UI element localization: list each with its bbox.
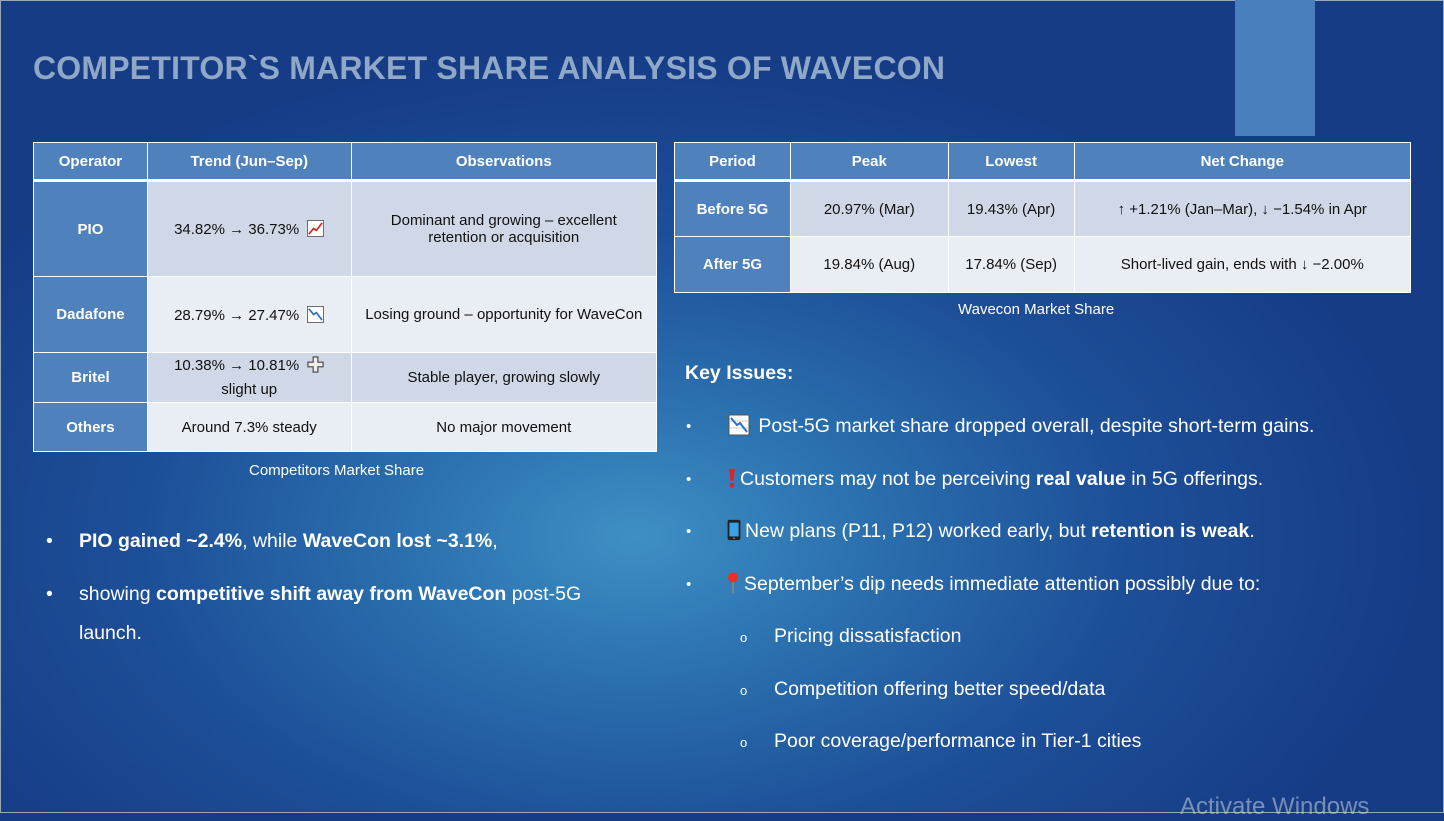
peak-cell: 20.97% (Mar) bbox=[789, 180, 949, 237]
trend-cell: 10.38% → 10.81% slight up bbox=[146, 352, 352, 403]
net-change-cell: ↑ +1.21% (Jan–Mar), ↓ −1.54% in Apr bbox=[1073, 180, 1412, 237]
wavecon-table-caption: Wavecon Market Share bbox=[958, 301, 1115, 318]
sub-issue-text: Competition offering better speed/data bbox=[774, 677, 1106, 700]
table-header-row: Operator Trend (Jun–Sep) Observations bbox=[33, 142, 658, 181]
column-header: Peak bbox=[789, 142, 949, 181]
competitors-table-caption: Competitors Market Share bbox=[249, 462, 425, 479]
bullet-dot: • bbox=[686, 523, 692, 540]
key-issues-title: Key Issues: bbox=[685, 362, 794, 384]
sub-bullet: o bbox=[740, 735, 748, 750]
operator-cell: PIO bbox=[33, 180, 148, 277]
issue-text: Customers may not be perceiving real val… bbox=[740, 467, 1264, 490]
bullet-dot: • bbox=[46, 583, 53, 605]
operator-cell: Britel bbox=[33, 352, 148, 403]
observation-cell: No major movement bbox=[350, 402, 658, 452]
observation-cell: Losing ground – opportunity for WaveCon bbox=[350, 276, 658, 353]
period-cell: After 5G bbox=[674, 236, 791, 293]
issue-text: September’s dip needs immediate attentio… bbox=[744, 572, 1261, 595]
period-cell: Before 5G bbox=[674, 180, 791, 237]
column-header: Operator bbox=[33, 142, 148, 181]
bullet-dot: • bbox=[686, 575, 692, 593]
sub-bullet: o bbox=[740, 682, 748, 698]
list-item: o Pricing dissatisfaction bbox=[686, 618, 1406, 671]
column-header: Observations bbox=[350, 142, 658, 181]
chart-decreasing-icon bbox=[728, 414, 750, 436]
trend-cell: 28.79% → 27.47% bbox=[146, 276, 352, 353]
summary-bullets: • PIO gained ~2.4%, while WaveCon lost ~… bbox=[46, 522, 646, 653]
observation-cell: Stable player, growing slowly bbox=[350, 352, 658, 403]
accent-block bbox=[1235, 0, 1315, 136]
competitors-table: Operator Trend (Jun–Sep) Observations PI… bbox=[33, 142, 658, 452]
slide-title: COMPETITOR`S MARKET SHARE ANALYSIS OF WA… bbox=[33, 50, 946, 86]
operator-cell: Others bbox=[33, 402, 148, 452]
column-header: Net Change bbox=[1073, 142, 1412, 181]
table-row: Dadafone 28.79% → 27.47% Losing ground –… bbox=[33, 276, 658, 353]
bullet-dot: • bbox=[46, 530, 53, 552]
bullet-text: PIO gained ~2.4%, while WaveCon lost ~3.… bbox=[79, 530, 498, 552]
mobile-phone-icon bbox=[727, 519, 741, 541]
plus-icon bbox=[307, 355, 324, 373]
observation-cell: Dominant and growing – excellent retenti… bbox=[350, 180, 658, 277]
table-row: Others Around 7.3% steady No major movem… bbox=[33, 402, 658, 452]
issue-text: Post-5G market share dropped overall, de… bbox=[758, 415, 1315, 437]
table-row: Britel 10.38% → 10.81% slight up Stable … bbox=[33, 352, 658, 403]
table-row: After 5G 19.84% (Aug) 17.84% (Sep) Short… bbox=[674, 236, 1412, 293]
sub-issue-text: Pricing dissatisfaction bbox=[774, 625, 962, 647]
trend-suffix: slight up bbox=[221, 380, 278, 398]
bullet-text: showing competitive shift away from Wave… bbox=[79, 583, 582, 644]
list-item: • PIO gained ~2.4%, while WaveCon lost ~… bbox=[46, 522, 646, 561]
chart-increasing-icon bbox=[307, 220, 325, 237]
table-row: PIO 34.82% → 36.73% Dominant and growing… bbox=[33, 180, 658, 277]
list-item: • Customers may not be perceiving real v… bbox=[686, 461, 1406, 514]
table-row: Before 5G 20.97% (Mar) 19.43% (Apr) ↑ +1… bbox=[674, 180, 1412, 237]
sub-bullet: o bbox=[740, 630, 748, 645]
table-header-row: Period Peak Lowest Net Change bbox=[674, 142, 1412, 181]
column-header: Lowest bbox=[947, 142, 1075, 181]
trend-cell: Around 7.3% steady bbox=[146, 402, 352, 452]
exclamation-icon bbox=[729, 468, 735, 488]
trend-text: 34.82% → 36.73% bbox=[174, 221, 300, 238]
list-item: • showing competitive shift away from Wa… bbox=[46, 575, 646, 653]
trend-text: 10.38% → 10.81% bbox=[174, 356, 300, 374]
list-item: o Poor coverage/performance in Tier-1 ci… bbox=[686, 723, 1406, 776]
activate-windows-watermark: Activate Windows bbox=[1180, 793, 1370, 820]
column-header: Period bbox=[674, 142, 791, 181]
sub-issue-text: Poor coverage/performance in Tier-1 citi… bbox=[774, 730, 1142, 752]
lowest-cell: 17.84% (Sep) bbox=[947, 236, 1075, 293]
bullet-dot: • bbox=[686, 418, 692, 435]
key-issues-list: • Post-5G market share dropped overall, … bbox=[686, 408, 1406, 776]
trend-cell: 34.82% → 36.73% bbox=[146, 180, 352, 277]
chart-decreasing-icon bbox=[307, 305, 325, 323]
peak-cell: 19.84% (Aug) bbox=[789, 236, 949, 293]
list-item: o Competition offering better speed/data bbox=[686, 671, 1406, 724]
lowest-cell: 19.43% (Apr) bbox=[947, 180, 1075, 237]
wavecon-table: Period Peak Lowest Net Change Before 5G … bbox=[674, 142, 1412, 293]
list-item: • New plans (P11, P12) worked early, but… bbox=[686, 513, 1406, 566]
pushpin-icon bbox=[727, 571, 739, 593]
list-item: • Post-5G market share dropped overall, … bbox=[686, 408, 1406, 461]
issue-text: New plans (P11, P12) worked early, but r… bbox=[745, 520, 1255, 542]
trend-text: 28.79% → 27.47% bbox=[174, 306, 300, 324]
bullet-dot: • bbox=[686, 470, 692, 488]
column-header: Trend (Jun–Sep) bbox=[146, 142, 352, 181]
list-item: • September’s dip needs immediate attent… bbox=[686, 566, 1406, 619]
operator-cell: Dadafone bbox=[33, 276, 148, 353]
net-change-cell: Short-lived gain, ends with ↓ −2.00% bbox=[1073, 236, 1412, 293]
